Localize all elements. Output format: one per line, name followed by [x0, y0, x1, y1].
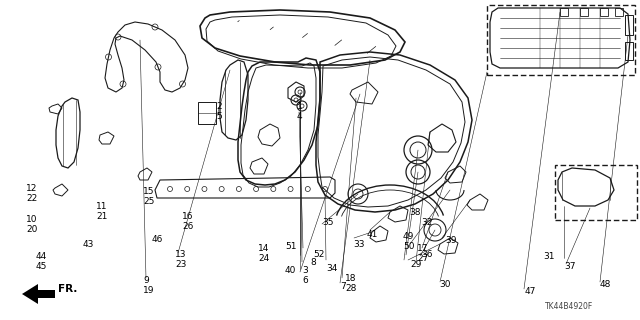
- Text: 6: 6: [302, 276, 308, 285]
- Text: 21: 21: [96, 212, 108, 221]
- Text: 33: 33: [353, 240, 365, 249]
- Text: 19: 19: [143, 286, 154, 295]
- Text: 36: 36: [421, 250, 433, 259]
- Text: 27: 27: [417, 254, 428, 263]
- Text: 39: 39: [445, 236, 456, 245]
- Text: 29: 29: [410, 260, 421, 269]
- Text: 23: 23: [175, 260, 186, 269]
- Text: 44: 44: [36, 252, 47, 261]
- Text: 9: 9: [143, 276, 148, 285]
- Text: 31: 31: [543, 252, 554, 261]
- Text: 16: 16: [182, 212, 193, 221]
- Text: 5: 5: [216, 112, 221, 121]
- Text: 52: 52: [313, 250, 324, 259]
- Text: 37: 37: [564, 262, 575, 271]
- Text: 43: 43: [83, 240, 94, 249]
- Text: 1: 1: [297, 102, 303, 111]
- Text: 13: 13: [175, 250, 186, 259]
- Text: 45: 45: [36, 262, 47, 271]
- Text: 41: 41: [367, 230, 378, 239]
- Text: 3: 3: [302, 266, 308, 275]
- Text: TK44B4920F: TK44B4920F: [545, 302, 593, 311]
- Text: 32: 32: [421, 218, 433, 227]
- Text: FR.: FR.: [58, 284, 77, 294]
- Text: 25: 25: [143, 197, 154, 206]
- Text: 11: 11: [96, 202, 108, 211]
- Text: 4: 4: [297, 112, 303, 121]
- Text: 40: 40: [285, 266, 296, 275]
- Text: 30: 30: [439, 280, 451, 289]
- Text: 47: 47: [525, 287, 536, 296]
- Text: 10: 10: [26, 215, 38, 224]
- Text: 14: 14: [258, 244, 269, 253]
- Text: 15: 15: [143, 187, 154, 196]
- Polygon shape: [22, 284, 55, 304]
- Text: 18: 18: [345, 274, 356, 283]
- Text: 34: 34: [326, 264, 337, 273]
- Text: 17: 17: [417, 244, 429, 253]
- Text: 48: 48: [600, 280, 611, 289]
- Text: 22: 22: [26, 194, 37, 203]
- Text: 8: 8: [310, 258, 316, 267]
- Text: 26: 26: [182, 222, 193, 231]
- Text: 38: 38: [409, 208, 420, 217]
- Text: 50: 50: [403, 242, 415, 251]
- Text: 20: 20: [26, 225, 37, 234]
- Text: 28: 28: [345, 284, 356, 293]
- Text: 12: 12: [26, 184, 37, 193]
- Text: 49: 49: [403, 232, 414, 241]
- Text: 24: 24: [258, 254, 269, 263]
- Text: 2: 2: [216, 102, 221, 111]
- Text: 35: 35: [322, 218, 333, 227]
- Text: 51: 51: [285, 242, 296, 251]
- Text: 7: 7: [340, 282, 346, 291]
- Text: 46: 46: [152, 235, 163, 244]
